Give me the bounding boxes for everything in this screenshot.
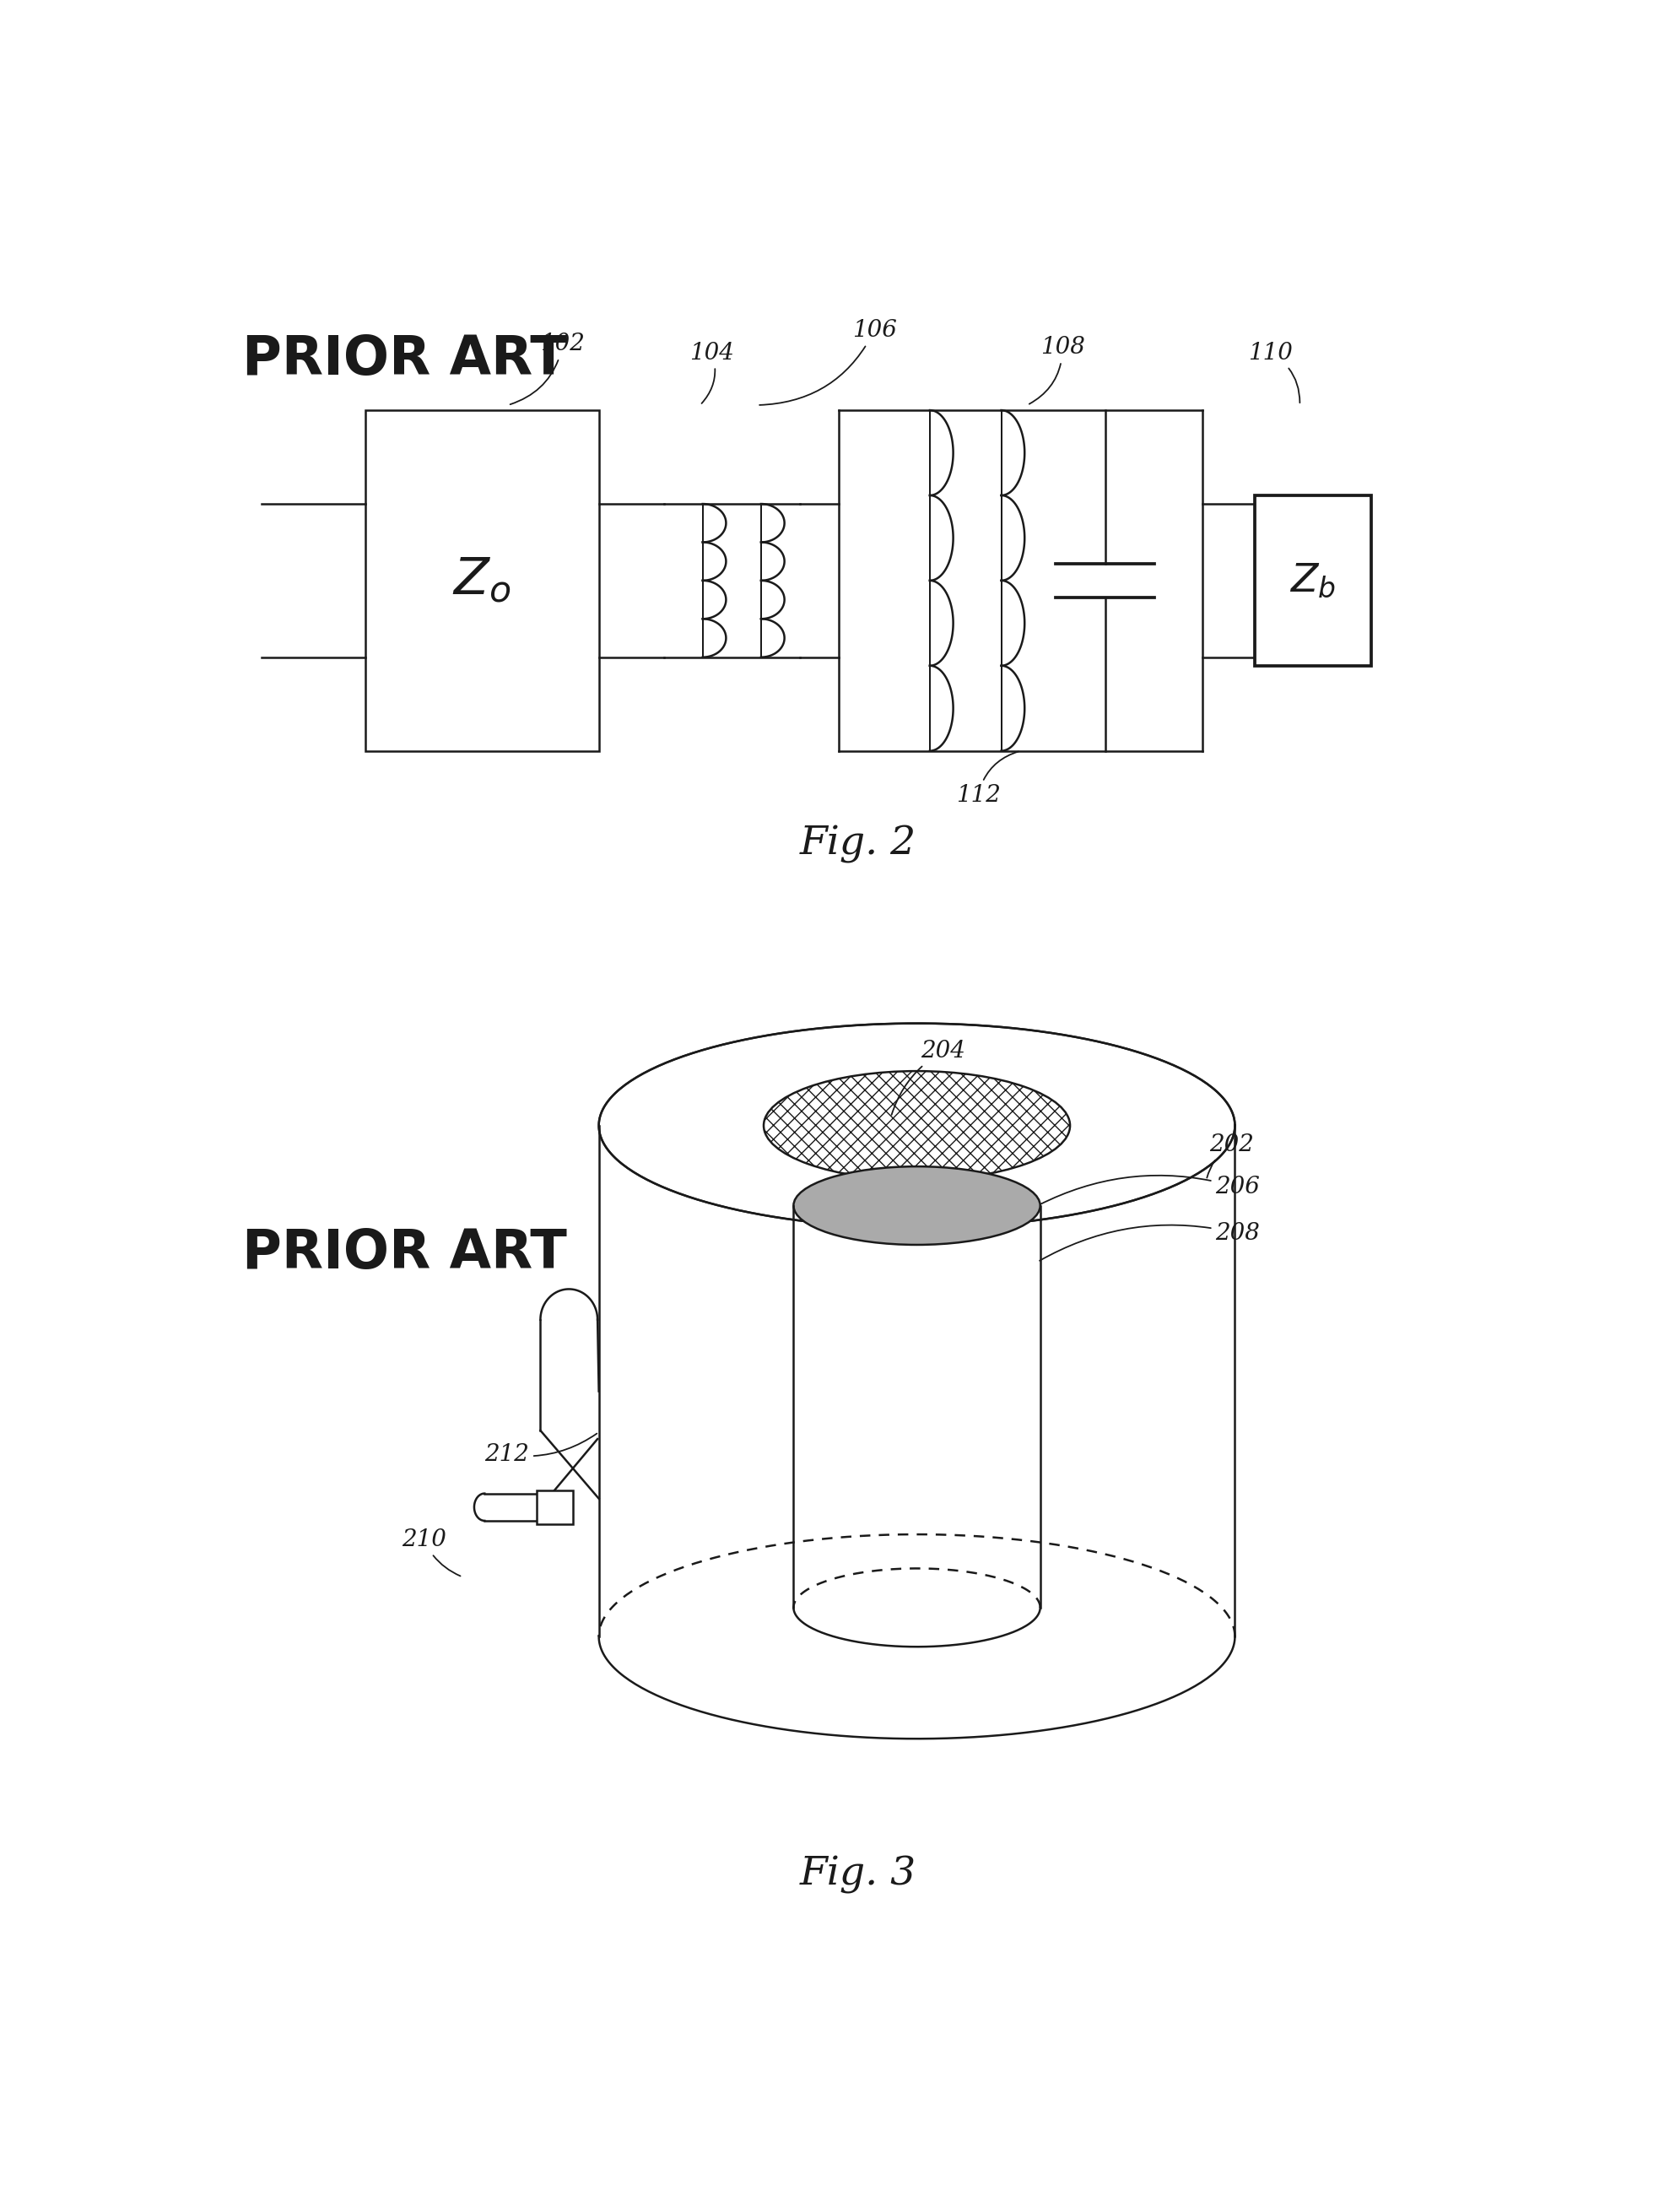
Text: 204: 204	[891, 1040, 965, 1115]
FancyBboxPatch shape	[1255, 495, 1372, 666]
Ellipse shape	[794, 1166, 1040, 1245]
Text: PRIOR ART: PRIOR ART	[241, 1228, 566, 1279]
Text: 104: 104	[690, 341, 734, 403]
Text: $Z_o$: $Z_o$	[452, 555, 511, 606]
Text: Fig. 3: Fig. 3	[801, 1856, 916, 1893]
Text: 106: 106	[759, 319, 896, 405]
Ellipse shape	[764, 1071, 1070, 1179]
Text: Fig. 2: Fig. 2	[801, 825, 916, 863]
Text: 108: 108	[1028, 336, 1085, 405]
Text: 112: 112	[956, 752, 1018, 807]
Text: 210: 210	[402, 1528, 461, 1575]
Text: PRIOR ART: PRIOR ART	[241, 334, 566, 385]
Text: $Z_b$: $Z_b$	[1290, 562, 1337, 599]
FancyBboxPatch shape	[365, 409, 600, 750]
Text: 208: 208	[1040, 1221, 1260, 1261]
Text: 102: 102	[511, 332, 585, 405]
Text: 110: 110	[1248, 341, 1300, 403]
Text: 212: 212	[484, 1433, 596, 1467]
Text: 202: 202	[1208, 1133, 1253, 1177]
FancyBboxPatch shape	[536, 1491, 573, 1524]
Text: 206: 206	[1040, 1175, 1260, 1206]
Ellipse shape	[600, 1024, 1234, 1228]
